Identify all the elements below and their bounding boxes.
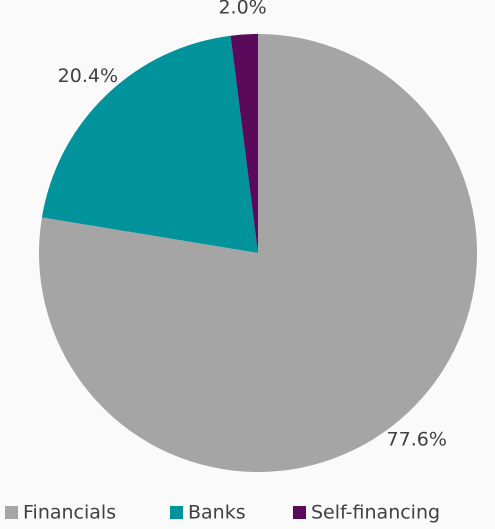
legend-label: Self-financing (311, 502, 440, 524)
legend-label: Banks (188, 502, 246, 524)
legend-label: Financials (23, 502, 116, 524)
pie-slice (41, 35, 259, 253)
data-label: 20.4% (58, 65, 118, 87)
data-label: 2.0% (218, 0, 266, 19)
legend-swatch (293, 506, 306, 519)
data-label: 77.6% (387, 429, 447, 451)
pie-slice (230, 34, 258, 253)
legend-swatch (170, 506, 183, 519)
legend-swatch (5, 506, 18, 519)
